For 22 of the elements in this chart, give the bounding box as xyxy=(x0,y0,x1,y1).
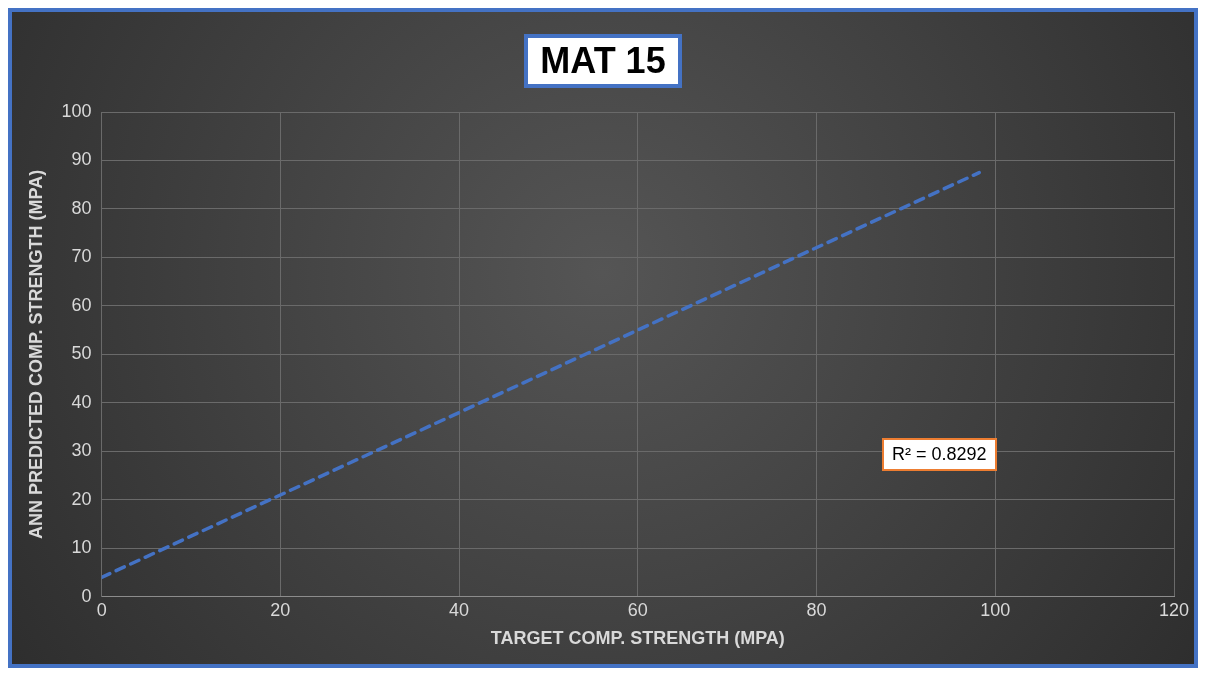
y-tick-label: 60 xyxy=(71,294,92,315)
x-tick-label: 40 xyxy=(449,599,470,620)
y-tick-label: 90 xyxy=(71,149,92,170)
x-tick-label: 100 xyxy=(980,599,1011,620)
y-tick-label: 40 xyxy=(71,391,92,412)
y-tick-label: 50 xyxy=(71,343,92,364)
y-tick-label: 20 xyxy=(71,488,92,509)
x-tick-label: 120 xyxy=(1158,599,1190,620)
annotation: R² = 0.8292 xyxy=(882,438,997,471)
x-tick-label: 0 xyxy=(96,599,107,620)
y-axis-title: ANN PREDICTED COMP. STRENGTH (MPA) xyxy=(25,169,46,540)
y-tick-label: 10 xyxy=(71,537,92,558)
y-tick-label: 30 xyxy=(71,440,92,461)
x-tick-label: 80 xyxy=(806,599,827,620)
y-tick-label: 70 xyxy=(71,246,92,267)
x-axis-title: TARGET COMP. STRENGTH (MPA) xyxy=(490,628,785,649)
x-tick-label: 60 xyxy=(627,599,648,620)
y-tick-label: 100 xyxy=(61,100,92,121)
y-tick-label: 0 xyxy=(81,585,92,606)
chart-title: MAT 15 xyxy=(524,34,682,88)
y-tick-label: 80 xyxy=(71,197,92,218)
x-tick-label: 20 xyxy=(270,599,291,620)
